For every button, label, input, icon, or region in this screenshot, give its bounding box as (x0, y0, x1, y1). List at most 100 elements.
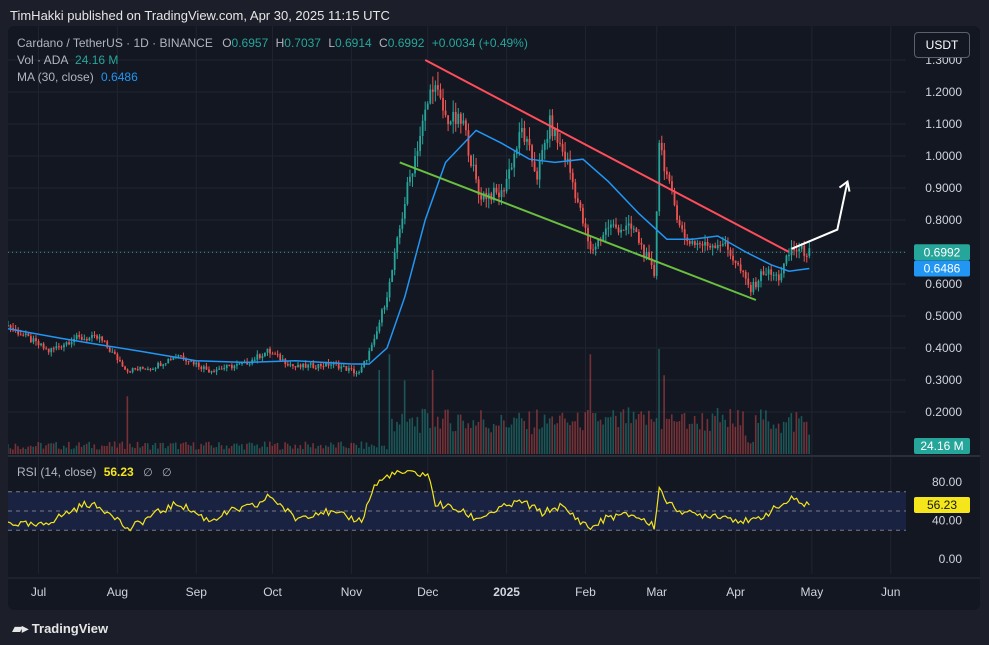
volume-bar (261, 446, 263, 454)
candle-body (401, 218, 404, 229)
candle-body (403, 204, 406, 219)
candle-body (744, 272, 747, 279)
candle-body (340, 366, 343, 369)
candle-body (220, 368, 223, 370)
volume-bar (770, 428, 772, 454)
candle-body (650, 258, 653, 266)
volume-bar (665, 418, 668, 454)
rsi-label: RSI (14, close) (17, 465, 97, 479)
candle-body (604, 228, 607, 235)
volume-bar (604, 417, 607, 454)
volume-bar (566, 422, 569, 454)
volume-bar (169, 443, 172, 454)
volume-bar (266, 446, 269, 454)
candle-body (294, 365, 297, 368)
volume-bar (795, 412, 798, 454)
candle-body (9, 325, 12, 329)
volume-bar (149, 449, 152, 454)
candle-body (302, 363, 304, 368)
candle-body (492, 187, 495, 201)
candle-body (711, 245, 714, 248)
candle-body (452, 111, 455, 122)
volume-bar (513, 417, 515, 454)
candle-body (589, 241, 592, 250)
tradingview-footer[interactable]: ▰▸ TradingView (12, 620, 108, 637)
candle-body (19, 334, 22, 336)
volume-bar (419, 432, 421, 454)
candle-body (322, 366, 325, 368)
volume-bar (525, 429, 528, 454)
candle-body (391, 270, 394, 282)
candle-body (121, 361, 124, 367)
volume-bar (581, 430, 584, 454)
chart-panel[interactable]: 1.30001.20001.10001.00000.90000.80000.70… (8, 26, 980, 610)
volume-bar (777, 423, 780, 454)
volume-bar (263, 441, 266, 454)
candle-body (498, 192, 500, 198)
last-price-tag-bg (914, 244, 970, 261)
volume-bar (174, 442, 177, 454)
candle-body (470, 155, 472, 166)
volume-bar (60, 449, 63, 454)
volume-bar (139, 447, 141, 454)
ohlc-high-value: 0.7037 (284, 36, 321, 50)
volume-bar (724, 419, 726, 454)
volume-bar (508, 427, 510, 454)
candle-body (279, 354, 282, 361)
volume-bar (281, 449, 284, 454)
chart-canvas[interactable]: 1.30001.20001.10001.00000.90000.80000.70… (8, 26, 980, 610)
candle-body (419, 135, 422, 152)
tradingview-brand: TradingView (31, 621, 109, 636)
candle-body (368, 350, 371, 361)
volume-bar (607, 417, 609, 454)
candle-body (645, 252, 648, 258)
volume-bar (24, 449, 27, 454)
candle-body (80, 336, 83, 340)
volume-bar (322, 448, 325, 454)
candle-body (503, 190, 505, 192)
candle-body (546, 138, 549, 143)
time-axis-label: 2025 (493, 585, 520, 599)
candle-body (286, 363, 289, 366)
currency-button[interactable]: USDT (914, 32, 970, 58)
candle-body (136, 369, 139, 371)
candle-body (531, 145, 533, 162)
candle-body (154, 368, 157, 370)
volume-bar (706, 418, 709, 454)
candle-body (788, 255, 790, 257)
volume-value-tag: 24.16 M (920, 439, 963, 453)
volume-bar (162, 442, 164, 454)
candle-body (167, 358, 170, 364)
volume-bar (307, 444, 309, 454)
candle-body (40, 343, 42, 346)
candle-body (358, 372, 360, 374)
candle-body (383, 307, 386, 310)
candle-body (202, 366, 205, 369)
candle-body (701, 244, 704, 246)
candle-body (482, 192, 485, 200)
candle-body (281, 359, 284, 361)
candle-body (225, 364, 228, 368)
volume-bar (19, 449, 22, 454)
volume-bar (286, 443, 289, 454)
volume-bar (45, 445, 47, 454)
ohlc-low-value: 0.6914 (335, 36, 372, 50)
volume-bar (14, 443, 17, 454)
volume-bar (444, 409, 447, 454)
candle-body (724, 241, 727, 245)
candle-body (805, 255, 808, 257)
volume-bar (726, 426, 729, 454)
volume-bar (197, 449, 200, 454)
volume-bar (614, 415, 617, 454)
candle-body (518, 132, 521, 149)
candle-body (643, 244, 645, 258)
time-axis-label: Oct (263, 585, 282, 599)
candle-body (704, 241, 706, 246)
candle-body (762, 271, 765, 275)
volume-bar (157, 448, 159, 454)
volume-bar (442, 418, 444, 454)
volume-bar (546, 423, 548, 454)
candle-body (246, 361, 249, 365)
rsi-axis-label: 80.00 (932, 475, 962, 489)
volume-bar (154, 442, 157, 454)
